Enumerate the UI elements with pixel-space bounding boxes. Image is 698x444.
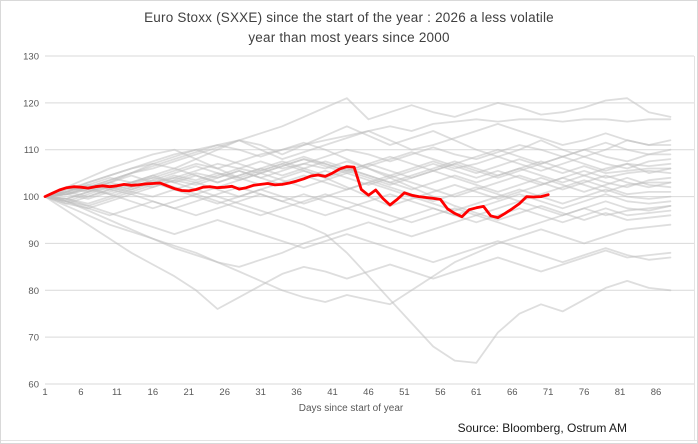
x-tick-label-51: 51 xyxy=(399,387,410,398)
y-tick-label-80: 80 xyxy=(28,286,39,297)
prior-year-line-3 xyxy=(44,123,672,198)
x-axis-label: Days since start of year xyxy=(298,403,404,414)
x-tick-label-36: 36 xyxy=(291,387,302,398)
chart-title-line2: year than most years since 2000 xyxy=(248,30,450,45)
prior-year-line-24 xyxy=(44,195,672,268)
x-tick-label-21: 21 xyxy=(183,387,194,398)
prior-year-line-20 xyxy=(44,195,672,310)
x-tick-label-81: 81 xyxy=(615,387,626,398)
prior-year-line-19 xyxy=(44,195,672,306)
x-tick-label-1: 1 xyxy=(42,387,47,398)
prior-year-line-26 xyxy=(44,151,672,198)
y-tick-label-60: 60 xyxy=(28,380,39,391)
x-tick-label-66: 66 xyxy=(507,387,518,398)
y-tick-label-120: 120 xyxy=(23,98,39,109)
prior-year-line-25 xyxy=(44,125,672,198)
prior-year-line-21 xyxy=(44,195,672,264)
prior-year-line-17 xyxy=(44,193,672,224)
x-tick-label-11: 11 xyxy=(112,387,122,398)
chart-title-line1: Euro Stoxx (SXXE) since the start of the… xyxy=(144,10,554,25)
chart-title: Euro Stoxx (SXXE) since the start of the… xyxy=(1,8,697,48)
x-tick-label-16: 16 xyxy=(148,387,159,398)
x-tick-label-31: 31 xyxy=(255,387,266,398)
x-tick-label-6: 6 xyxy=(78,387,83,398)
x-tick-label-86: 86 xyxy=(651,387,662,398)
source-credit: Source: Bloomberg, Ostrum AM xyxy=(457,421,627,435)
y-tick-label-110: 110 xyxy=(24,145,39,156)
x-tick-label-26: 26 xyxy=(219,387,230,398)
x-tick-label-41: 41 xyxy=(327,387,338,398)
y-tick-label-70: 70 xyxy=(28,333,39,344)
y-tick-label-100: 100 xyxy=(23,192,39,203)
prior-year-line-23 xyxy=(44,148,672,207)
x-tick-label-56: 56 xyxy=(435,387,446,398)
x-tick-label-61: 61 xyxy=(471,387,482,398)
y-tick-label-90: 90 xyxy=(28,239,39,250)
x-tick-label-46: 46 xyxy=(363,387,374,398)
x-tick-label-76: 76 xyxy=(579,387,590,398)
highlight-line-2026 xyxy=(43,165,550,220)
prior-year-line-22 xyxy=(44,174,672,364)
prior-year-line-6 xyxy=(44,155,672,198)
y-tick-label-130: 130 xyxy=(23,52,39,63)
x-tick-label-71: 71 xyxy=(543,387,554,398)
chart-frame-bottom-line xyxy=(1,440,697,441)
